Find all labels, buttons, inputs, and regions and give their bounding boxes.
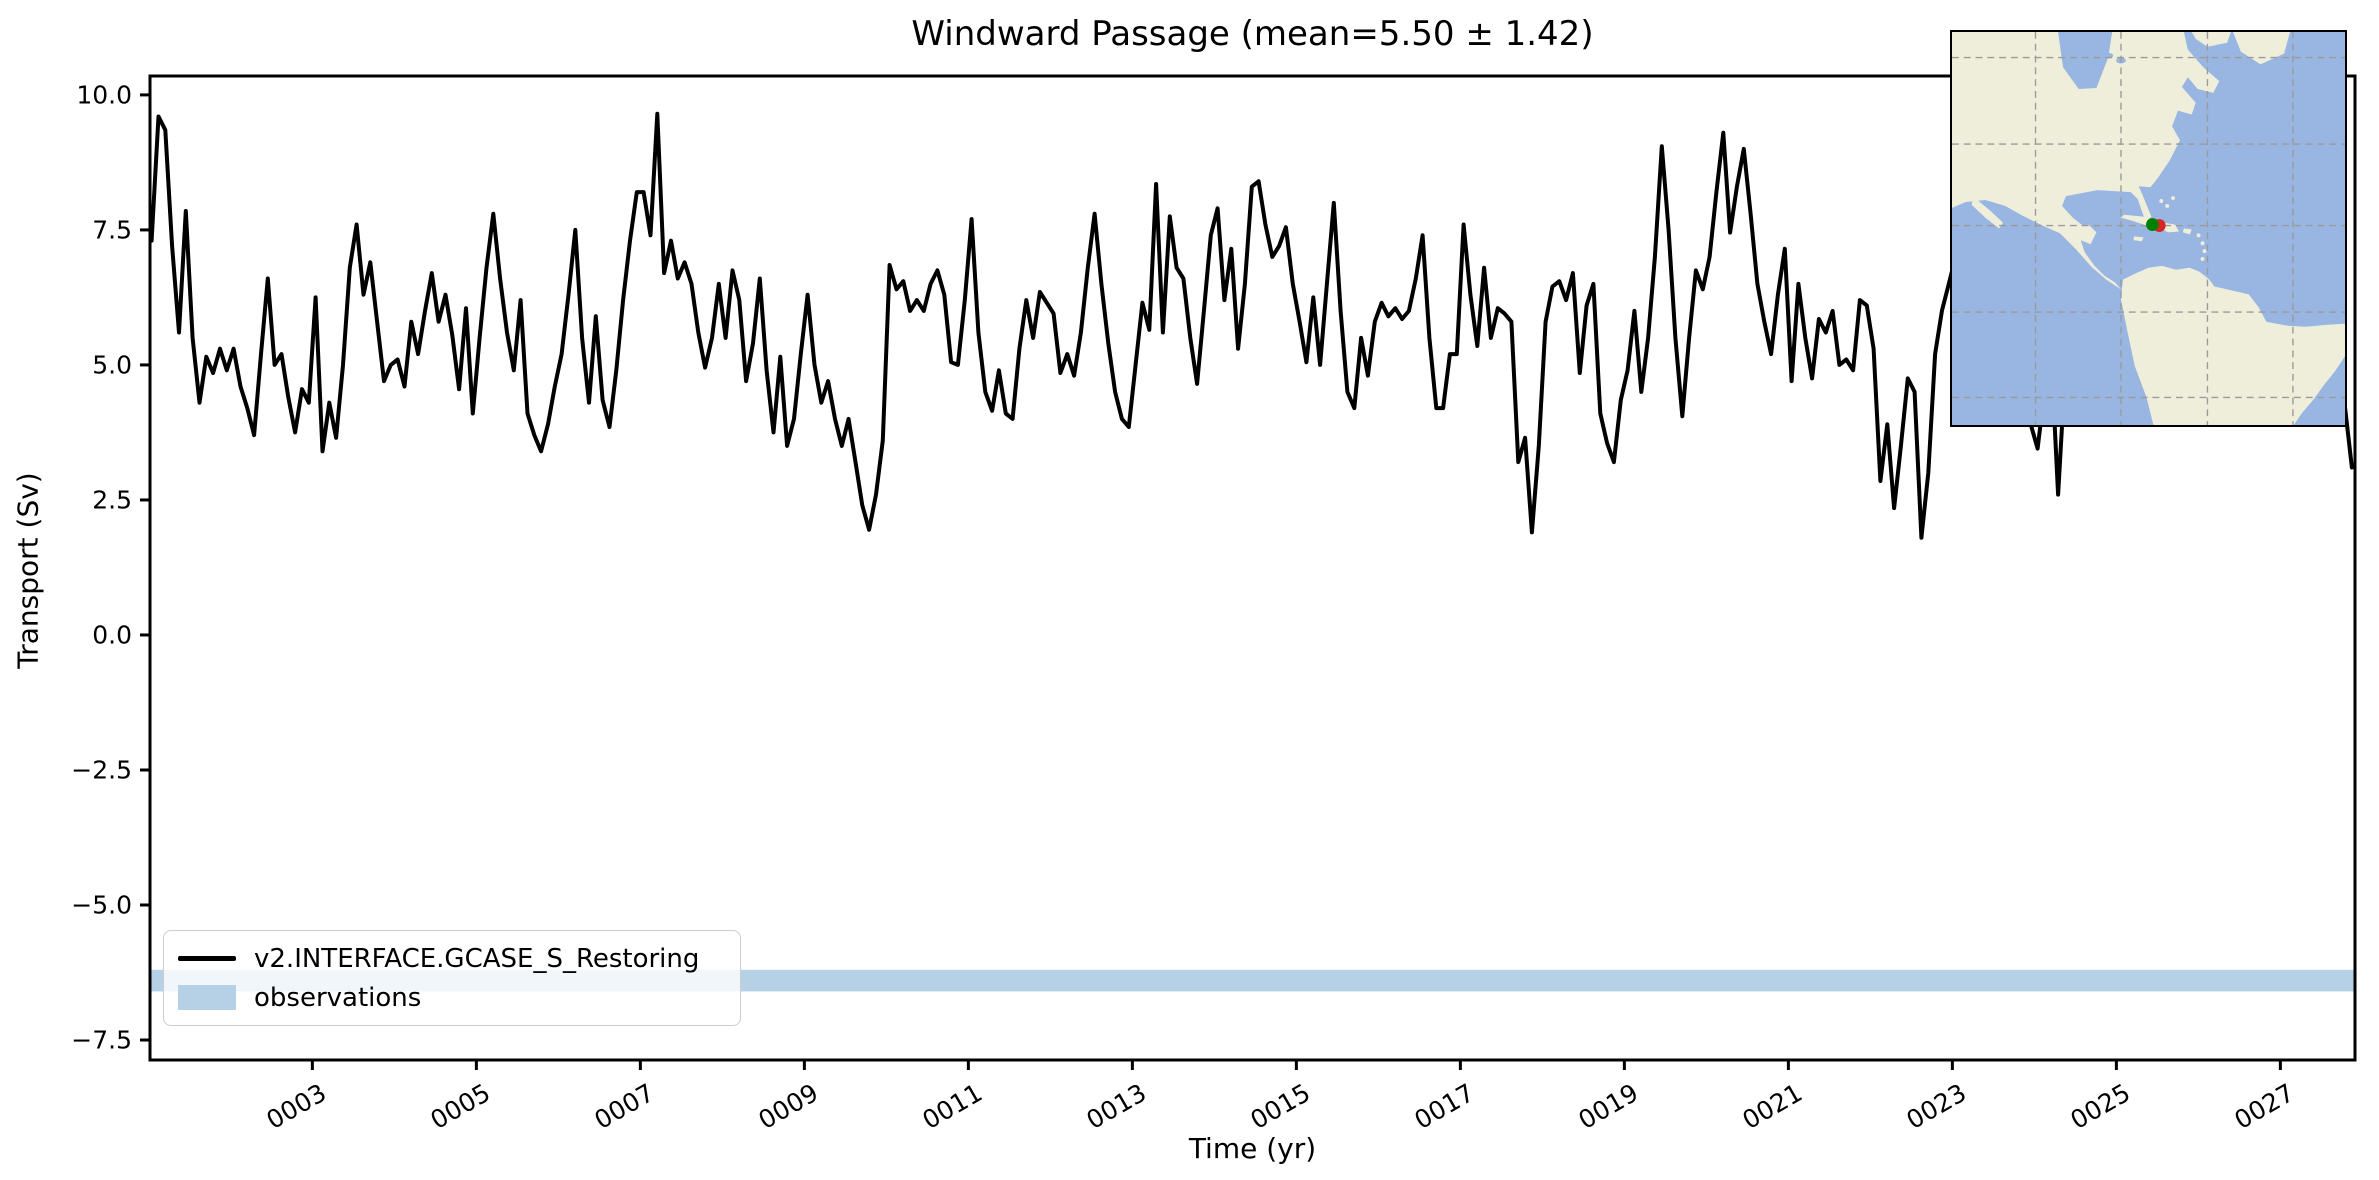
map-drawing	[1952, 32, 2345, 425]
map-island	[2200, 256, 2205, 261]
map-island	[2196, 233, 2201, 238]
y-tick-label: 10.0	[76, 80, 132, 110]
map-island	[2202, 249, 2207, 254]
map-island	[2171, 196, 2176, 201]
y-tick-label: −7.5	[71, 1025, 132, 1055]
map-island	[2200, 241, 2205, 246]
y-tick-label: −5.0	[71, 890, 132, 920]
map-land-north-america	[1952, 32, 2220, 290]
y-tick-label: −2.5	[71, 755, 132, 785]
map-land-baja	[1971, 197, 2004, 229]
x-axis-label: Time (yr)	[1188, 1132, 1317, 1165]
series-legend-label: v2.INTERFACE.GCASE_S_Restoring	[254, 943, 700, 974]
y-tick-label: 7.5	[92, 215, 132, 245]
map-land-puerto-rico	[2182, 228, 2192, 235]
series-line-swatch	[178, 956, 236, 961]
y-axis-label: Transport (Sv)	[11, 472, 45, 669]
observations-patch-swatch	[178, 985, 236, 1010]
map-land-baffin	[2191, 32, 2232, 47]
map-island	[2159, 199, 2164, 203]
map-land-south-america	[2120, 265, 2345, 425]
legend-item-series: v2.INTERFACE.GCASE_S_Restoring	[178, 939, 726, 978]
legend-box: v2.INTERFACE.GCASE_S_Restoring observati…	[163, 930, 741, 1026]
map-land-greenland	[2232, 32, 2290, 65]
location-map-inset	[1950, 30, 2347, 427]
legend-item-observations: observations	[178, 978, 726, 1017]
location-marker-green	[2146, 218, 2159, 231]
y-tick-label: 2.5	[92, 485, 132, 515]
plot-frame	[148, 74, 2357, 1062]
chart-title: Windward Passage (mean=5.50 ± 1.42)	[911, 14, 1594, 54]
y-tick-label: 0.0	[92, 620, 132, 650]
observations-legend-label: observations	[254, 982, 422, 1013]
y-tick-label: 5.0	[92, 350, 132, 380]
map-land-jamaica	[2133, 236, 2144, 242]
map-graticule	[1952, 32, 2345, 425]
map-island	[2165, 203, 2170, 208]
map-lake	[2090, 45, 2101, 52]
